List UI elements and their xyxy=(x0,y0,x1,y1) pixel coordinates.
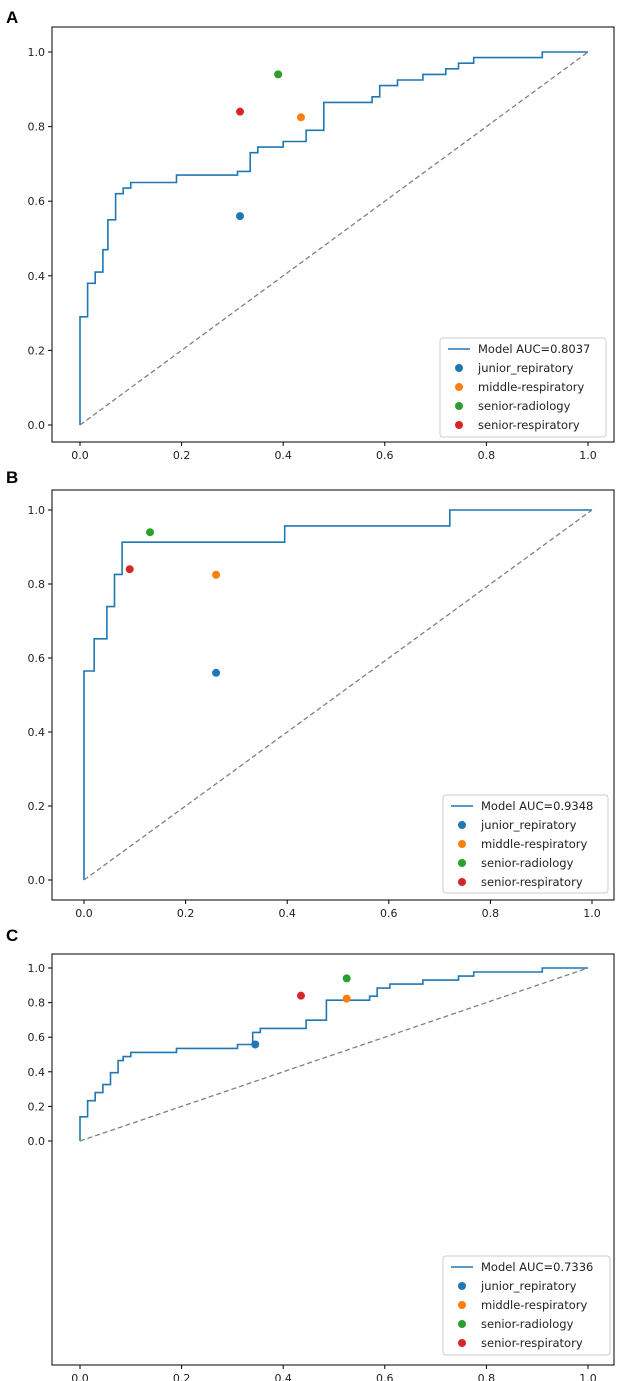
x-tick-label: 1.0 xyxy=(579,1372,597,1381)
roc-curve-line xyxy=(83,509,592,880)
x-tick-label: 0.0 xyxy=(71,1372,89,1381)
y-tick-label: 0.0 xyxy=(28,1135,46,1148)
roc-curve-line xyxy=(79,967,588,1141)
legend-label: senior-radiology xyxy=(478,399,571,413)
roc-chart-a: 0.0 0.2 0.4 0.6 0.8 1.0 0.0 0.2 0.4 0.6 0.8 1.0 Mode… xyxy=(28,26,615,462)
y-tick-label: 0.4 xyxy=(28,726,46,739)
legend-dot-marker xyxy=(458,859,466,867)
y-tick-label: 1.0 xyxy=(28,962,46,975)
y-tick-label: 1.0 xyxy=(28,504,46,517)
scatter-point-middle-respiratory xyxy=(342,994,351,1003)
x-tick-label: 0.4 xyxy=(278,907,296,920)
x-tick-label: 1.0 xyxy=(579,449,597,462)
panel-label-b: B xyxy=(6,468,19,487)
legend-label: senior-respiratory xyxy=(481,1336,583,1350)
legend-label: junior_repiratory xyxy=(480,1279,577,1293)
legend-dot-marker xyxy=(458,821,466,829)
legend-label: middle-respiratory xyxy=(481,1298,588,1312)
legend-label: Model AUC=0.7336 xyxy=(481,1260,593,1274)
x-tick-label: 0.2 xyxy=(173,1372,191,1381)
y-tick-label: 0.0 xyxy=(28,874,46,887)
diagonal-reference-line xyxy=(83,509,593,881)
legend-box xyxy=(442,794,609,894)
axes-frame xyxy=(51,489,615,901)
x-tick-label: 0.8 xyxy=(478,1372,496,1381)
x-tick-label: 0.0 xyxy=(71,449,89,462)
scatter-point-junior_repiratory xyxy=(236,212,245,221)
x-tick-label: 0.6 xyxy=(376,449,394,462)
axes-frame xyxy=(51,26,615,443)
y-tick-label: 0.2 xyxy=(28,800,46,813)
legend-box xyxy=(442,1255,611,1356)
legend-dot-marker xyxy=(458,1339,466,1347)
legend-dot-marker xyxy=(455,364,463,372)
diagonal-reference-line xyxy=(79,51,589,426)
y-tick-label: 0.4 xyxy=(28,1066,46,1079)
x-tick-label: 0.6 xyxy=(376,1372,394,1381)
scatter-point-senior-radiology xyxy=(342,974,351,983)
scatter-point-senior-radiology xyxy=(146,528,155,537)
legend-dot-marker xyxy=(458,1320,466,1328)
roc-chart-c: 0.0 0.2 0.4 0.6 0.8 1.0 0.0 0.2 0.4 0.6 0.8 1.0 Mode… xyxy=(28,953,615,1381)
legend-dot-marker xyxy=(458,1301,466,1309)
scatter-point-senior-respiratory xyxy=(125,565,134,574)
scatter-point-senior-respiratory xyxy=(236,107,245,116)
panel-label-a: A xyxy=(6,8,19,27)
diagonal-reference-line xyxy=(79,967,589,1142)
y-tick-label: 0.8 xyxy=(28,578,46,591)
x-tick-label: 0.4 xyxy=(274,1372,292,1381)
legend-label: senior-radiology xyxy=(481,856,574,870)
legend-dot-marker xyxy=(455,383,463,391)
legend-dot-marker xyxy=(458,840,466,848)
scatter-point-middle-respiratory xyxy=(296,113,305,122)
y-tick-label: 0.2 xyxy=(28,344,46,357)
legend-label: Model AUC=0.9348 xyxy=(481,799,593,813)
x-tick-label: 0.0 xyxy=(75,907,93,920)
x-tick-label: 0.4 xyxy=(274,449,292,462)
legend-label: senior-respiratory xyxy=(478,418,580,432)
x-tick-label: 0.6 xyxy=(380,907,398,920)
x-tick-label: 0.2 xyxy=(173,449,191,462)
x-tick-label: 0.8 xyxy=(478,449,496,462)
y-tick-label: 0.4 xyxy=(28,270,46,283)
x-tick-label: 1.0 xyxy=(583,907,601,920)
y-tick-label: 0.8 xyxy=(28,121,46,134)
legend-dot-marker xyxy=(455,421,463,429)
legend-label: middle-respiratory xyxy=(481,837,588,851)
y-tick-label: 0.6 xyxy=(28,195,46,208)
y-tick-label: 0.6 xyxy=(28,652,46,665)
scatter-point-junior_repiratory xyxy=(212,668,221,677)
y-tick-label: 0.0 xyxy=(28,419,46,432)
scatter-point-junior_repiratory xyxy=(251,1040,260,1049)
scatter-point-senior-radiology xyxy=(274,70,283,79)
x-tick-label: 0.8 xyxy=(482,907,500,920)
y-tick-label: 0.6 xyxy=(28,1031,46,1044)
axes-frame xyxy=(51,953,615,1366)
legend-box xyxy=(439,337,607,438)
legend-label: senior-radiology xyxy=(481,1317,574,1331)
legend-label: Model AUC=0.8037 xyxy=(478,342,590,356)
roc-chart-b: 0.0 0.2 0.4 0.6 0.8 1.0 0.0 0.2 0.4 0.6 0.8 1.0 Mode… xyxy=(28,489,615,920)
roc-curve-line xyxy=(79,51,588,425)
x-tick-label: 0.2 xyxy=(177,907,195,920)
legend-dot-marker xyxy=(455,402,463,410)
legend-label: middle-respiratory xyxy=(478,380,585,394)
y-tick-label: 0.8 xyxy=(28,997,46,1010)
legend-label: junior_repiratory xyxy=(477,361,574,375)
panel-label-c: C xyxy=(6,926,19,945)
legend-dot-marker xyxy=(458,1282,466,1290)
legend-label: senior-respiratory xyxy=(481,875,583,889)
legend-dot-marker xyxy=(458,878,466,886)
scatter-point-senior-respiratory xyxy=(296,991,305,1000)
scatter-point-middle-respiratory xyxy=(212,570,221,579)
y-tick-label: 1.0 xyxy=(28,46,46,59)
legend-label: junior_repiratory xyxy=(480,818,577,832)
y-tick-label: 0.2 xyxy=(28,1100,46,1113)
